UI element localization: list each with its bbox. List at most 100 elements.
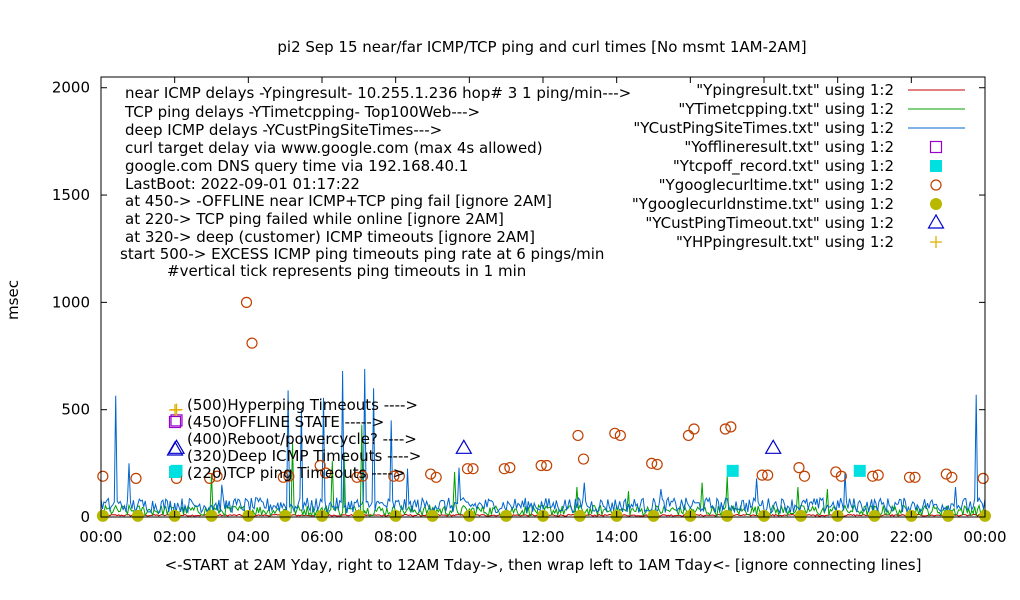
note-line: deep ICMP delays -YCustPingSiteTimes---> <box>125 121 442 139</box>
data-point <box>498 463 510 475</box>
data-point <box>942 509 955 522</box>
data-point <box>430 471 442 483</box>
annotation-marker <box>169 404 181 416</box>
annotation-label: (220)TCP ping Timeouts ----> <box>187 464 405 482</box>
data-point <box>425 468 437 480</box>
annotation-label: (400)Reboot/powercycle? ----> <box>187 430 417 448</box>
legend-swatch <box>930 160 942 172</box>
data-point <box>647 509 660 522</box>
note-line: at 320-> deep (customer) ICMP timeouts [… <box>125 228 535 246</box>
data-point <box>867 470 879 482</box>
note-line: at 450-> -OFFLINE near ICMP+TCP ping fai… <box>125 192 552 210</box>
data-point <box>798 470 811 482</box>
data-point <box>351 471 363 483</box>
legend-label: "YTimetcpping.txt" using 1:2 <box>678 100 894 118</box>
legend-label: "Ygooglecurldnstime.txt" using 1:2 <box>632 195 894 213</box>
data-point <box>793 462 805 474</box>
data-point <box>853 464 866 477</box>
legend-swatch <box>929 140 943 154</box>
legend-label: "Ytcpoff_record.txt" using 1:2 <box>673 157 894 176</box>
data-point <box>277 471 289 483</box>
x-tick-label: 16:00 <box>669 528 712 546</box>
x-tick-label: 22:00 <box>890 528 933 546</box>
data-point <box>651 458 663 471</box>
data-point <box>504 462 516 474</box>
data-point <box>467 463 479 475</box>
data-point <box>279 509 292 522</box>
data-point <box>721 509 734 522</box>
legend-label: "YHPpingresult.txt" using 1:2 <box>676 233 894 251</box>
data-point <box>573 509 586 522</box>
x-axis-label: <-START at 2AM Yday, right to 12AM Tday-… <box>165 556 922 574</box>
data-point <box>946 471 958 483</box>
axis-layer: 00:00 02:00 04:00 06:00 08:00 10:00 12:00 14:00… <box>52 77 1007 546</box>
data-point <box>167 439 186 454</box>
data-point <box>320 467 332 479</box>
note-line: start 500-> EXCESS ICMP ping timeouts pi… <box>120 245 604 263</box>
data-point <box>535 459 547 472</box>
x-tick-label: 04:00 <box>227 528 270 546</box>
legend-label: "Ygooglecurltime.txt" using 1:2 <box>659 176 894 194</box>
y-axis-label: msec <box>4 280 22 320</box>
data-point <box>461 463 474 475</box>
annotation-marker <box>166 440 184 456</box>
y-tick-label: 0 <box>80 508 90 526</box>
data-point <box>688 423 700 435</box>
annotation-label: (500)Hyperping Timeouts ----> <box>187 396 418 414</box>
data-point <box>764 439 782 454</box>
data-point <box>205 509 218 522</box>
data-point <box>356 470 369 482</box>
note-line: at 220-> TCP ping failed while online [i… <box>125 210 504 228</box>
x-tick-label: 06:00 <box>300 528 343 546</box>
data-point <box>756 469 768 481</box>
notes-block: near ICMP delays -Ypingresult- 10.255.1.… <box>120 84 631 280</box>
data-point <box>131 509 144 522</box>
data-point <box>541 459 553 472</box>
legend-label: "Ypingresult.txt" using 1:2 <box>696 81 894 99</box>
legend-label: "YCustPingSiteTimes.txt" using 1:2 <box>633 119 894 137</box>
chart-title: pi2 Sep 15 near/far ICMP/TCP ping and cu… <box>277 38 806 56</box>
data-point <box>794 509 807 522</box>
data-point <box>500 509 513 522</box>
data-point <box>246 337 258 349</box>
data-point <box>726 464 739 477</box>
y-tick-label: 2000 <box>52 79 90 97</box>
annotation-block: (500)Hyperping Timeouts ----> (450)OFFLI… <box>166 396 421 482</box>
series-line-2 <box>100 368 986 514</box>
data-point <box>97 470 109 482</box>
legend-swatch <box>930 198 942 210</box>
x-tick-label: 20:00 <box>816 528 859 546</box>
data-point <box>393 470 405 482</box>
data-point <box>868 509 881 522</box>
data-point <box>609 427 621 439</box>
annotation-marker <box>168 415 182 429</box>
note-line: LastBoot: 2022-09-01 01:17:22 <box>125 175 360 193</box>
x-tick-label: 02:00 <box>153 528 196 546</box>
data-point <box>909 471 921 483</box>
data-point <box>725 421 737 433</box>
x-tick-label: 12:00 <box>521 528 564 546</box>
data-point <box>940 468 952 480</box>
annotation-label: (320)Deep ICMP Timeouts ----> <box>187 447 421 465</box>
data-point <box>211 470 223 482</box>
data-point <box>352 509 365 522</box>
data-point <box>283 470 295 482</box>
data-point <box>872 469 884 481</box>
x-tick-label: 10:00 <box>448 528 491 546</box>
data-point <box>903 471 916 483</box>
legend: "Ypingresult.txt" using 1:2"YTimetcpping… <box>632 81 965 251</box>
data-point <box>835 470 847 482</box>
note-line: TCP ping delays -YTimetcpping- Top100Web… <box>124 103 480 121</box>
data-point <box>240 296 253 308</box>
data-point <box>96 509 109 522</box>
data-point <box>577 453 590 465</box>
data-point <box>646 457 658 469</box>
y-tick-label: 1500 <box>52 186 90 204</box>
data-point <box>130 472 142 484</box>
data-point <box>719 423 731 435</box>
note-line: near ICMP delays -Ypingresult- 10.255.1.… <box>125 84 631 102</box>
data-point <box>762 469 774 481</box>
note-line: curl target delay via www.google.com (ma… <box>125 139 543 157</box>
x-tick-label: 18:00 <box>742 528 785 546</box>
